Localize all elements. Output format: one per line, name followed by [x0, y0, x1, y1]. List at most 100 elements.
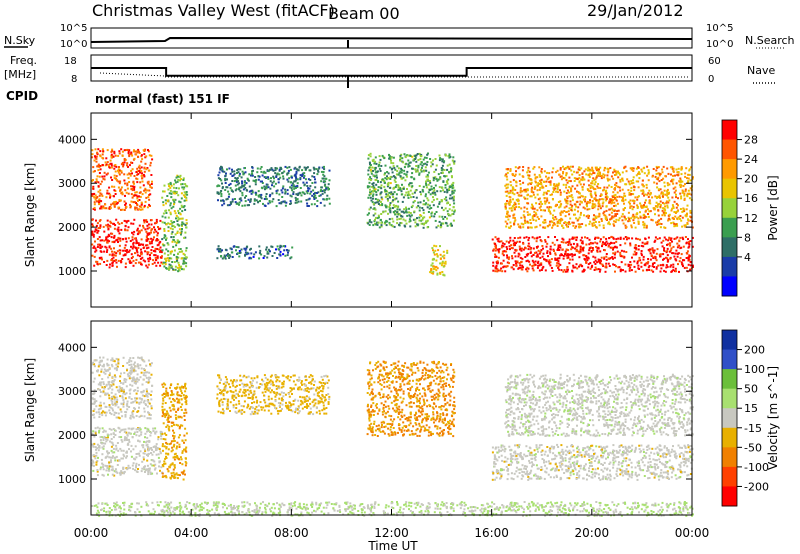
data-cell	[366, 185, 369, 188]
data-cell	[667, 243, 670, 246]
data-cell	[128, 149, 131, 152]
data-cell	[235, 180, 238, 183]
data-cell	[642, 167, 645, 170]
data-cell	[146, 417, 149, 420]
data-cell	[112, 222, 115, 225]
data-cell	[161, 221, 164, 224]
data-cell	[160, 261, 163, 264]
data-cell	[528, 182, 531, 185]
data-cell	[621, 171, 624, 174]
data-cell	[373, 207, 376, 210]
data-cell	[550, 267, 553, 269]
data-cell	[160, 251, 163, 254]
data-cell	[126, 187, 129, 190]
data-cell	[442, 209, 445, 212]
data-cell	[311, 182, 314, 184]
data-cell	[548, 206, 551, 209]
data-cell	[534, 177, 537, 180]
data-cell	[146, 440, 149, 443]
data-cell	[151, 228, 154, 231]
data-cell	[511, 186, 514, 189]
data-cell	[137, 468, 139, 470]
data-cell	[139, 171, 141, 174]
data-cell	[180, 197, 183, 200]
data-cell	[101, 148, 104, 151]
data-cell	[421, 218, 424, 221]
data-cell	[273, 185, 276, 188]
data-cell	[672, 167, 675, 170]
data-cell	[161, 249, 164, 252]
data-cell	[574, 266, 577, 269]
data-cell	[544, 240, 547, 243]
data-cell	[508, 200, 511, 203]
data-cell	[509, 239, 512, 242]
data-cell	[233, 170, 236, 173]
data-cell	[134, 150, 137, 153]
data-cell	[616, 196, 619, 198]
data-cell	[113, 205, 116, 208]
data-cell	[608, 213, 611, 216]
data-cell	[657, 203, 660, 206]
data-cell	[542, 252, 545, 255]
data-cell	[654, 175, 657, 178]
data-cell	[94, 250, 97, 253]
data-cell	[425, 184, 428, 187]
data-cell	[182, 179, 185, 181]
data-cell	[243, 183, 246, 186]
data-cell	[118, 182, 121, 185]
data-cell	[560, 175, 563, 178]
data-cell	[635, 247, 638, 250]
data-cell	[124, 244, 127, 247]
data-cell	[185, 247, 188, 250]
data-cell	[656, 178, 659, 181]
data-cell	[492, 248, 495, 251]
data-cell	[153, 231, 156, 234]
data-cell	[491, 238, 494, 241]
data-cell	[135, 202, 137, 204]
data-cell	[513, 251, 516, 254]
data-cell	[532, 261, 535, 264]
data-cell	[511, 189, 514, 192]
data-cell	[662, 177, 665, 180]
data-cell	[640, 261, 643, 264]
data-cell	[664, 270, 667, 273]
data-cell	[238, 250, 241, 252]
data-cell	[654, 239, 657, 242]
data-cell	[172, 239, 175, 242]
data-cell	[569, 217, 572, 220]
data-cell	[99, 439, 102, 442]
data-cell	[539, 256, 542, 259]
data-cell	[309, 179, 312, 181]
data-cell	[583, 170, 586, 173]
data-cell	[507, 202, 510, 205]
data-cell	[558, 249, 561, 251]
noise-left-tick-bottom: 10^0	[60, 39, 87, 50]
data-cell	[628, 218, 631, 221]
data-cell	[435, 245, 438, 248]
data-cell	[153, 249, 156, 252]
data-cell	[369, 168, 372, 171]
data-cell	[620, 215, 623, 218]
data-cell	[281, 196, 284, 198]
data-cell	[554, 258, 557, 261]
data-cell	[377, 214, 380, 217]
data-cell	[174, 192, 177, 195]
data-cell	[110, 247, 113, 250]
data-cell	[295, 170, 298, 173]
data-cell	[368, 224, 371, 226]
data-cell	[276, 245, 279, 248]
data-cell	[236, 252, 239, 255]
data-cell	[581, 179, 584, 182]
data-cell	[530, 222, 532, 225]
data-cell	[598, 173, 601, 176]
data-cell	[109, 456, 112, 459]
data-cell	[530, 190, 533, 193]
data-cell	[595, 246, 598, 248]
data-cell	[437, 224, 440, 227]
data-cell	[542, 186, 545, 189]
data-cell	[526, 207, 529, 210]
data-cell	[453, 189, 456, 192]
data-cell	[508, 207, 511, 210]
data-cell	[552, 248, 555, 251]
data-cell	[243, 204, 246, 207]
